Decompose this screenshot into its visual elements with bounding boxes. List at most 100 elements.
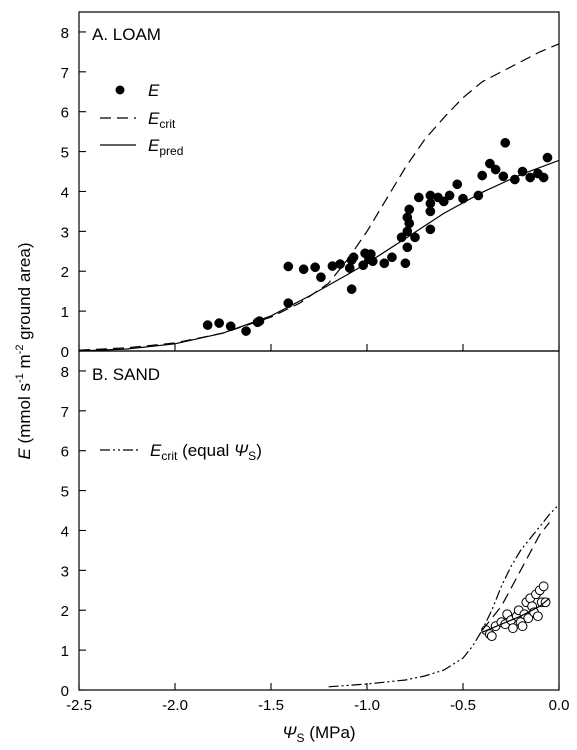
panel-a-series-e-point-8 (298, 264, 309, 275)
legend-eq-sub: crit (161, 449, 178, 463)
legend-ecrit-sub: crit (159, 117, 176, 131)
panel-b-series-epred-line (481, 597, 550, 633)
panel-a-series-e-point-35 (425, 206, 436, 217)
legend-label-ecrit-equal: Ecrit (equal ΨS) (150, 441, 262, 463)
panel-a-series-e-point-25 (400, 258, 411, 269)
panel-b-series-ecrit-line (481, 522, 550, 631)
panel-a-series (79, 43, 559, 351)
panel-b-ytick-label-1: 1 (61, 643, 69, 660)
panel-a-series-e-point-29 (404, 204, 415, 215)
panel-a-series-e-point-1 (214, 318, 225, 328)
panel-a-series-e-point-43 (477, 170, 488, 181)
panel-b-y-ticks: 0 1 2 3 4 5 6 7 8 (61, 364, 86, 700)
panel-a-ytick-label-6: 6 (61, 105, 69, 122)
panel-b-ytick-label-7: 7 (61, 404, 69, 421)
panel-b-frame (78, 350, 560, 691)
panel-b-ytick-label-2: 2 (61, 603, 69, 620)
x-tick-label-0: -2.5 (66, 697, 92, 714)
y-label-middle: (mmol s (15, 383, 34, 448)
panel-b-plot-area (328, 504, 559, 688)
panel-a-series-e-point-3 (241, 326, 251, 336)
x-tick-label-4: -0.5 (450, 697, 476, 714)
panel-a-series-e-point-49 (517, 166, 528, 177)
panel-a: 0 1 2 3 4 5 6 7 8 A. LOAM E Ecrit Epred (61, 11, 560, 361)
panel-a-series-e-point-47 (500, 137, 511, 148)
legend-eq-close: ) (256, 441, 262, 460)
panel-a-series-e-point-32 (413, 192, 424, 203)
panel-a-series-e-point-26 (402, 242, 413, 253)
legend-label-e: E (148, 81, 160, 100)
legend-eq-psi: Ψ (234, 441, 249, 460)
panel-b-series-e-point-15 (523, 613, 534, 624)
x-label-sub: S (297, 731, 305, 745)
panel-a-ytick-label-1: 1 (61, 304, 69, 321)
panel-b-ytick-label-5: 5 (61, 484, 69, 501)
panel-a-series-e-point-39 (444, 190, 455, 201)
x-tick-label-5: 0.0 (549, 697, 570, 714)
panel-a-ytick-label-0: 0 (61, 344, 69, 361)
x-tick-label-1: -2.0 (162, 697, 188, 714)
panel-a-ytick-label-2: 2 (61, 264, 69, 281)
legend-ecrit-main: E (148, 109, 160, 128)
panel-b-series-e-point-23 (538, 581, 549, 592)
panel-b-ytick-label-4: 4 (61, 523, 69, 540)
panel-a-series-e-point-14 (346, 284, 357, 295)
panel-b-legend: Ecrit (equal ΨS) (100, 441, 262, 463)
panel-a-series-e-point-16 (348, 252, 359, 263)
panel-a-series-e-point-30 (404, 218, 415, 229)
panel-a-legend: E Ecrit Epred (100, 81, 183, 158)
panel-a-ytick-label-7: 7 (61, 65, 69, 82)
legend-marker-e (115, 85, 125, 95)
x-axis-label: ΨS (MPa) (282, 723, 355, 745)
panel-a-series-e-point-21 (367, 256, 378, 267)
panel-a-series-e-point-0 (202, 320, 213, 330)
panel-a-frame (78, 11, 560, 352)
panel-a-series-e-point-52 (538, 172, 549, 183)
panel-b-ytick-label-6: 6 (61, 444, 69, 461)
panel-a-series-epred-line (79, 159, 559, 351)
legend-label-epred: Epred (148, 136, 183, 158)
panel-a-ytick-label-4: 4 (61, 184, 69, 201)
panel-a-series-e-point-46 (498, 171, 509, 182)
legend-eq-tail: (equal (177, 441, 234, 460)
panel-b-label: B. SAND (92, 365, 160, 384)
panel-a-plot-area (79, 43, 559, 351)
y-label-suffix: ground area) (15, 242, 34, 344)
y-axis-label: E (mmol s-1 m-2 ground area) (14, 242, 34, 459)
panel-a-ytick-label-5: 5 (61, 145, 69, 162)
x-label-suffix: (MPa) (305, 723, 356, 742)
legend-epred-main: E (148, 136, 160, 155)
y-label-exp1: -1 (14, 373, 26, 383)
panel-b-series-e-point-2 (486, 631, 497, 642)
panel-a-y-ticks: 0 1 2 3 4 5 6 7 8 (61, 25, 86, 361)
panel-a-series-e-point-7 (283, 261, 294, 272)
panel-a-series-e-point-38 (438, 196, 449, 207)
panel-a-series-e-point-44 (485, 158, 495, 169)
panel-b-series-ecrit-equal-line (328, 504, 559, 688)
panel-b-series-e-point-20 (532, 611, 543, 622)
y-label-mid2: m (15, 354, 34, 373)
panel-a-series-e-point-45 (490, 164, 501, 175)
panel-a-label: A. LOAM (92, 25, 161, 44)
x-label-main: Ψ (282, 723, 297, 742)
panel-a-series-e-point-9 (310, 262, 321, 273)
legend-label-ecrit: Ecrit (148, 109, 176, 131)
panel-a-ytick-label-8: 8 (61, 25, 69, 42)
panel-b-series-e-point-8 (508, 623, 518, 634)
panel-b-ytick-label-0: 0 (61, 683, 69, 700)
legend-epred-sub: pred (159, 144, 183, 158)
panel-a-series-e-point-12 (335, 259, 345, 269)
panel-b: 0 1 2 3 4 5 6 7 8 -2.5 -2.0 -1.5 -1.0 -0.5 0.0 B. SAN… (61, 350, 570, 714)
panel-b-series (328, 504, 559, 688)
panel-b-ytick-label-3: 3 (61, 563, 69, 580)
panel-a-series-e-point-22 (379, 258, 390, 269)
y-label-exp2: -2 (14, 345, 26, 355)
panel-a-series-e-point-53 (542, 152, 553, 163)
panel-a-ytick-label-3: 3 (61, 224, 69, 241)
panel-a-series-e-point-50 (525, 172, 536, 183)
panel-a-series-e-point-40 (452, 179, 463, 190)
panel-a-series-e-point-41 (458, 193, 468, 204)
x-tick-label-3: -1.0 (354, 697, 380, 714)
panel-a-x-ticks (78, 344, 560, 351)
